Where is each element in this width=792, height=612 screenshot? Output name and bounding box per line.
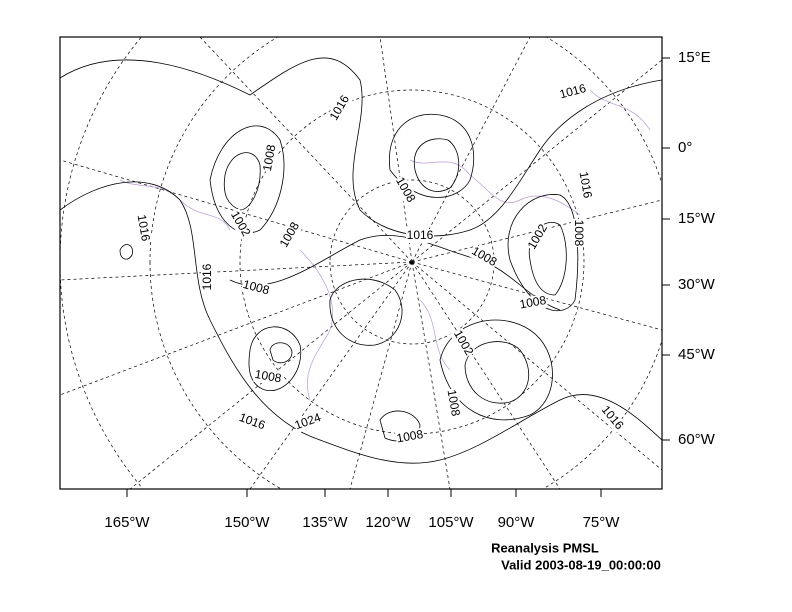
contour-label: 1008 — [254, 367, 283, 385]
contour-label-bg — [517, 293, 549, 313]
contour-label-bg — [557, 81, 589, 103]
lon-label: 150°W — [224, 514, 270, 531]
lat-label: 30°W — [678, 276, 716, 293]
contour-label: 1008 — [242, 277, 272, 298]
lat-label: 15°E — [678, 49, 711, 66]
isobars — [60, 57, 662, 464]
contour-label-bg — [252, 367, 284, 387]
lat-label: 0° — [678, 139, 692, 156]
lon-label: 120°W — [365, 514, 411, 531]
caption-title: Reanalysis PMSL — [491, 540, 599, 555]
contour-label-bg — [391, 174, 419, 206]
contour-label: 1008 — [518, 293, 547, 311]
contour-label: 1016 — [577, 170, 595, 199]
contour-label: 1008 — [260, 143, 278, 172]
lon-label: 165°W — [104, 514, 150, 531]
contour-label-bg — [201, 263, 215, 291]
graticule — [60, 37, 662, 489]
lon-label: 90°W — [498, 514, 536, 531]
contour-label: 1008 — [395, 427, 424, 445]
contour-label: 1008 — [445, 388, 463, 417]
lat-label: 60°W — [678, 431, 716, 448]
lat-label: 15°W — [678, 210, 716, 227]
contour-label-bg — [443, 387, 463, 419]
contour-label-bg — [597, 402, 627, 434]
contour-label-bg — [468, 243, 500, 271]
contour-label-bg — [394, 427, 426, 447]
contour-label-bg — [240, 277, 272, 299]
contour-label-bg — [260, 142, 280, 174]
lon-label: 75°W — [583, 514, 621, 531]
contour-label-bg — [326, 92, 354, 124]
contour-label: 1016 — [407, 228, 434, 242]
contour-label: 1016 — [135, 213, 153, 242]
contour-label: 1016 — [558, 81, 588, 102]
contour-label-bg — [276, 219, 304, 251]
contour-label: 1008 — [572, 220, 586, 247]
coastlines — [119, 89, 651, 401]
caption-valid: Valid 2003-08-19_00:00:00 — [501, 557, 661, 572]
contour-label-bg — [226, 208, 254, 240]
contour-label-bg — [575, 169, 595, 201]
lon-label: 105°W — [428, 514, 474, 531]
contour-label-bg — [571, 219, 585, 247]
contour-label-bg — [133, 212, 153, 244]
contour-label-bg — [236, 410, 268, 434]
lat-label: 45°W — [678, 346, 716, 363]
contour-label-bg — [292, 410, 324, 434]
contour-label-bg — [406, 229, 434, 243]
contour-label: 1016 — [200, 263, 214, 290]
map-body — [60, 37, 662, 489]
contour-label-bg — [449, 327, 477, 359]
lon-label: 135°W — [302, 514, 348, 531]
map-frame — [59, 36, 663, 490]
contour-label-bg — [524, 221, 552, 253]
